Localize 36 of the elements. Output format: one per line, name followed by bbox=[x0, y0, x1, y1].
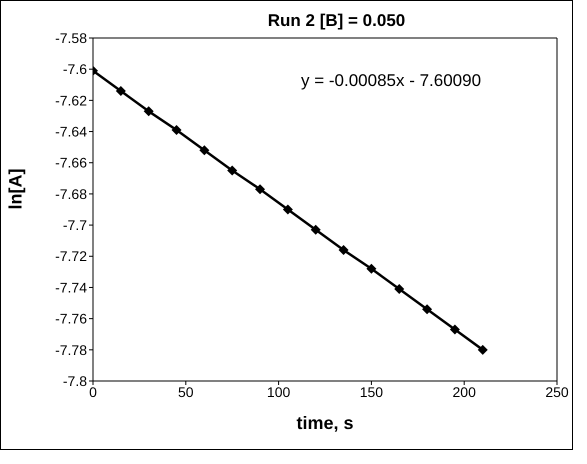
y-tick-label: -7.8 bbox=[62, 372, 88, 389]
x-tick-label: 150 bbox=[360, 384, 384, 400]
point bbox=[394, 284, 404, 294]
y-tick-label: -7.62 bbox=[55, 92, 88, 108]
point bbox=[478, 344, 488, 355]
y-tick-label: -7.7 bbox=[62, 217, 88, 234]
x-tick-label: 0 bbox=[89, 384, 98, 400]
y-tick-label: -7.6 bbox=[62, 61, 88, 78]
y-tick-label: -7.64 bbox=[55, 124, 88, 140]
x-axis-title: time, s bbox=[296, 413, 354, 433]
x-tick-label: 50 bbox=[178, 384, 194, 400]
x-tick-label: 200 bbox=[452, 384, 476, 400]
x-tick-label: 250 bbox=[545, 384, 569, 400]
point bbox=[116, 86, 126, 96]
point bbox=[422, 304, 432, 314]
y-tick-label: -7.72 bbox=[55, 248, 88, 264]
point bbox=[366, 264, 376, 274]
point bbox=[310, 224, 321, 235]
point bbox=[255, 184, 266, 194]
y-tick-label: -7.68 bbox=[55, 186, 88, 202]
y-tick-label: -7.78 bbox=[55, 342, 88, 358]
y-tick-label: -7.58 bbox=[55, 30, 88, 46]
point bbox=[450, 324, 460, 335]
x-tick-label: 100 bbox=[266, 384, 290, 400]
point bbox=[199, 145, 210, 156]
point bbox=[282, 204, 293, 214]
point bbox=[338, 245, 349, 256]
y-tick-label: -7.74 bbox=[55, 279, 88, 296]
annotation: y = -0.00085x - 7.60090 bbox=[301, 71, 482, 91]
y-tick-label: -7.76 bbox=[55, 310, 88, 327]
point bbox=[172, 124, 182, 135]
y-tick-label: -7.66 bbox=[55, 154, 88, 171]
y-axis-title: ln[A] bbox=[5, 168, 26, 210]
point bbox=[227, 166, 238, 176]
point bbox=[144, 106, 154, 116]
chart-title: Run 2 [B] = 0.050 bbox=[266, 11, 406, 31]
